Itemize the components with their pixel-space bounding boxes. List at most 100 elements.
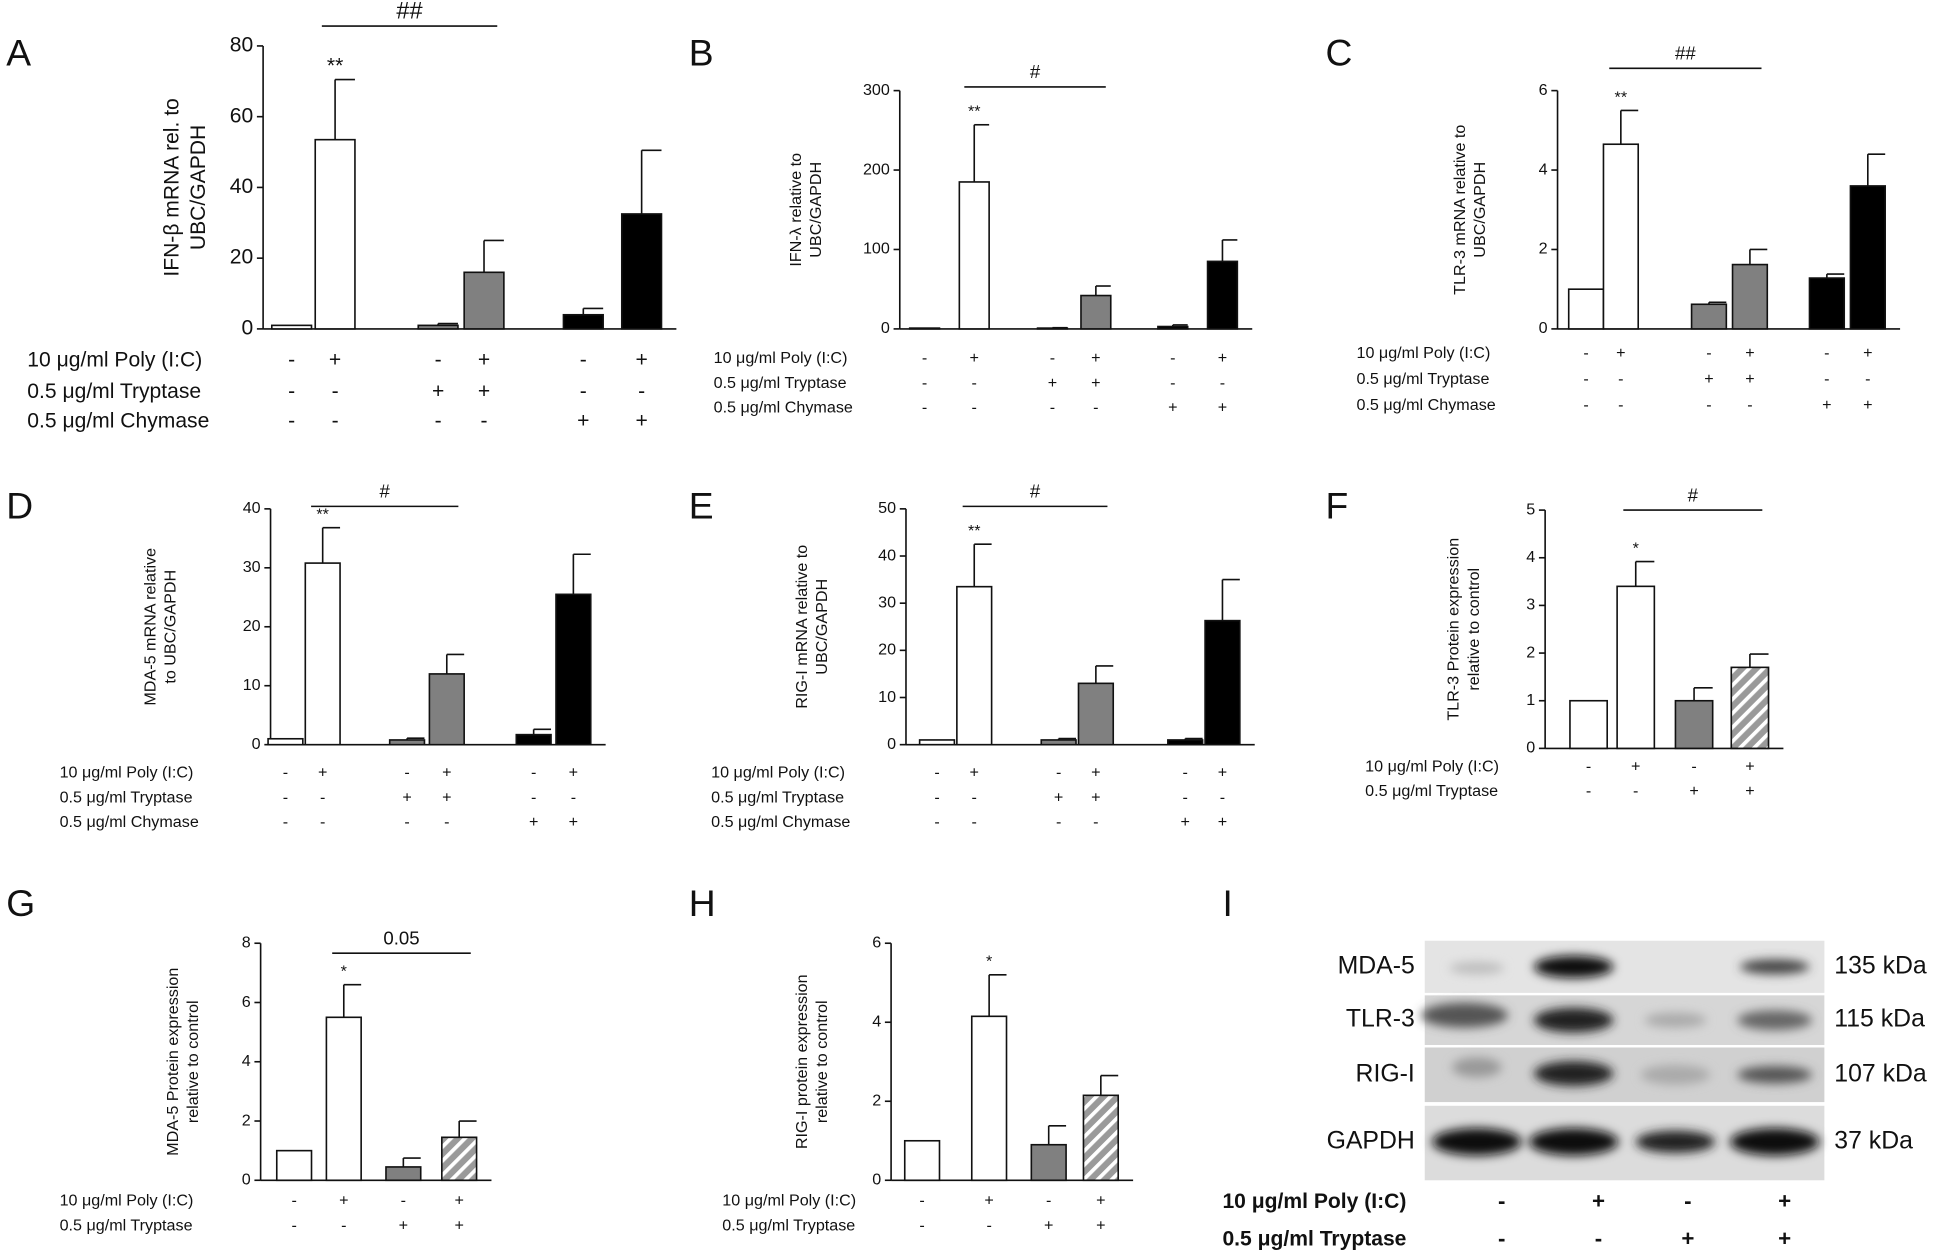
treatment-sign: - (1050, 349, 1055, 367)
chart-panel: F 0 1 2 3 4 5 TLR-3 Protein expression relative … (1325, 484, 1784, 800)
comparison-label: # (1030, 481, 1041, 502)
treatment-sign: - (1183, 788, 1188, 806)
chart-panel: H 0 2 4 6 RIG-I protein expression relative to… (689, 882, 1134, 1234)
significance-label: * (1633, 539, 1640, 557)
y-tick-label: 200 (863, 160, 890, 178)
y-tick-label: 300 (863, 81, 890, 99)
treatment-sign: + (970, 349, 979, 367)
comparison-label: ## (396, 0, 422, 24)
panel-letter: E (689, 485, 714, 527)
y-axis-label: RIG-I mRNA relative to (793, 545, 811, 709)
treatment-sign: + (569, 813, 578, 831)
y-tick-label: 0 (1526, 739, 1535, 757)
panel-letter: D (6, 485, 33, 527)
protein-label: GAPDH (1327, 1127, 1415, 1154)
protein-label: TLR-3 (1346, 1006, 1415, 1033)
y-tick-label: 20 (243, 617, 261, 635)
y-axis-label: UBC/GAPDH (807, 162, 825, 258)
treatment-sign: - (1498, 1226, 1505, 1251)
y-tick-label: 1 (1526, 691, 1535, 709)
bar (270, 324, 313, 330)
y-tick-label: 0 (881, 319, 890, 337)
treatment-label: 10 μg/ml Poly (I:C) (1222, 1190, 1406, 1213)
treatment-sign: - (580, 349, 587, 372)
bar (555, 593, 592, 746)
significance-label: ** (327, 55, 343, 78)
bar (562, 313, 604, 330)
treatment-sign: + (1218, 763, 1227, 781)
y-tick-label: 10 (878, 688, 896, 706)
bar (956, 585, 993, 746)
bar (1674, 699, 1714, 750)
treatment-label: 0.5 μg/ml Tryptase (60, 788, 193, 806)
chart-panel: A 0 20 40 60 80 IFN-β mRNA rel. to UBC/GAPDH ** #… (6, 0, 677, 433)
treatment-label: 0.5 μg/ml Tryptase (1356, 370, 1489, 388)
treatment-sign: + (1218, 399, 1227, 417)
treatment-sign: + (1091, 374, 1100, 392)
treatment-sign: - (1093, 399, 1098, 417)
treatment-sign: - (320, 788, 325, 806)
y-axis-label: UBC/GAPDH (1471, 162, 1489, 258)
y-axis-label: IFN-λ relative to (787, 153, 805, 267)
treatment-sign: - (444, 813, 449, 831)
y-tick-label: 4 (242, 1052, 251, 1070)
y-axis-label: UBC/GAPDH (187, 125, 210, 250)
y-tick-label: 0 (252, 735, 261, 753)
treatment-sign: - (435, 349, 442, 372)
treatment-sign: + (1745, 782, 1754, 800)
chart-panel: C 0 2 4 6 TLR-3 mRNA relative to UBC/GAPDH ** ##… (1325, 32, 1901, 414)
bar (1167, 739, 1204, 746)
significance-label: ** (316, 506, 329, 524)
comparison-label: # (380, 481, 391, 502)
protein-label: MDA-5 (1338, 952, 1415, 979)
treatment-sign: - (1684, 1189, 1691, 1214)
y-tick-label: 0 (872, 1171, 881, 1189)
treatment-label: 0.5 μg/ml Chymase (27, 410, 209, 433)
bar (385, 1166, 422, 1182)
y-tick-label: 20 (230, 246, 253, 269)
treatment-sign: - (404, 763, 409, 781)
protein-label: RIG-I (1356, 1060, 1415, 1087)
bar (1602, 143, 1640, 330)
significance-label: ** (968, 522, 981, 540)
treatment-sign: - (1706, 396, 1711, 414)
treatment-label: 0.5 μg/ml Chymase (1356, 396, 1495, 414)
treatment-sign: + (1745, 757, 1754, 775)
bar (1731, 263, 1769, 330)
y-tick-label: 2 (242, 1111, 251, 1129)
treatment-label: 0.5 μg/ml Tryptase (722, 1216, 855, 1234)
bar (1036, 327, 1069, 330)
treatment-label: 10 μg/ml Poly (I:C) (1365, 757, 1499, 775)
y-tick-label: 6 (242, 993, 251, 1011)
treatment-sign: - (1691, 757, 1696, 775)
y-axis-label: UBC/GAPDH (813, 579, 831, 675)
treatment-sign: + (1631, 757, 1640, 775)
treatment-sign: - (288, 380, 295, 403)
treatment-sign: + (970, 763, 979, 781)
bar (1569, 699, 1608, 750)
panel-letter: A (6, 32, 31, 74)
treatment-sign: - (1586, 757, 1591, 775)
treatment-sign: + (1689, 782, 1698, 800)
bar (1730, 666, 1770, 750)
panel-letter: C (1325, 32, 1352, 74)
treatment-sign: - (291, 1216, 296, 1234)
treatment-sign: + (478, 349, 490, 372)
comparison-label: # (1030, 61, 1041, 82)
treatment-sign: - (435, 410, 442, 433)
bar (1157, 325, 1189, 330)
y-tick-label: 0 (1539, 319, 1548, 337)
bar (1030, 1143, 1067, 1182)
y-tick-label: 0 (241, 316, 253, 339)
treatment-sign: - (571, 788, 576, 806)
treatment-sign: - (986, 1216, 991, 1234)
y-tick-label: 40 (878, 546, 896, 564)
bar (1206, 260, 1239, 330)
size-label: 37 kDa (1834, 1127, 1913, 1154)
y-tick-label: 80 (230, 34, 253, 57)
treatment-label: 0.5 μg/ml Chymase (60, 813, 199, 831)
treatment-sign: - (283, 813, 288, 831)
treatment-label: 0.5 μg/ml Tryptase (1222, 1227, 1406, 1250)
treatment-label: 0.5 μg/ml Tryptase (711, 788, 844, 806)
bar (1080, 294, 1112, 330)
